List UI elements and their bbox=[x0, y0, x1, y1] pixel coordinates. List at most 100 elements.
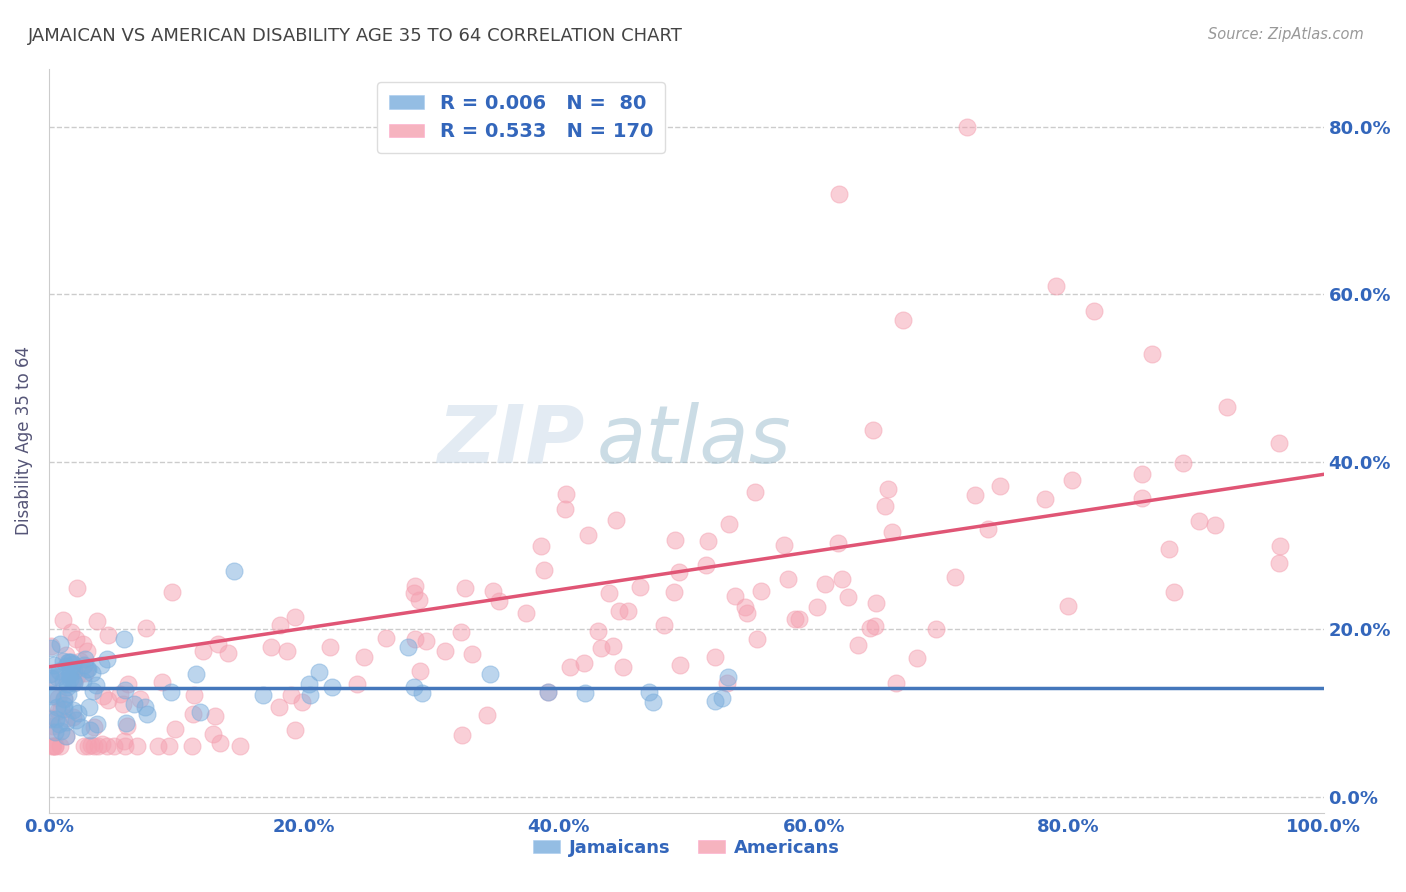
Point bbox=[111, 697, 134, 711]
Point bbox=[46, 705, 69, 719]
Point bbox=[114, 682, 136, 697]
Point bbox=[96, 652, 118, 666]
Point bbox=[703, 694, 725, 708]
Point bbox=[48, 717, 70, 731]
Point bbox=[58, 667, 80, 681]
Point bbox=[652, 618, 675, 632]
Point bbox=[515, 607, 537, 621]
Point bbox=[319, 640, 342, 654]
Point bbox=[488, 593, 510, 607]
Point bbox=[58, 656, 80, 670]
Point bbox=[79, 738, 101, 752]
Point bbox=[450, 728, 472, 742]
Point bbox=[482, 583, 505, 598]
Point bbox=[402, 680, 425, 694]
Point bbox=[588, 624, 610, 639]
Point bbox=[97, 693, 120, 707]
Point bbox=[42, 671, 65, 685]
Point bbox=[638, 685, 661, 699]
Point bbox=[695, 558, 717, 573]
Point bbox=[60, 663, 83, 677]
Point bbox=[396, 640, 419, 654]
Point bbox=[1268, 557, 1291, 571]
Point bbox=[117, 676, 139, 690]
Point bbox=[114, 715, 136, 730]
Point bbox=[404, 632, 426, 647]
Point bbox=[77, 662, 100, 676]
Point bbox=[1130, 491, 1153, 505]
Point bbox=[1268, 539, 1291, 553]
Point bbox=[267, 700, 290, 714]
Point bbox=[1267, 436, 1289, 450]
Point bbox=[62, 675, 84, 690]
Point bbox=[114, 739, 136, 754]
Point bbox=[831, 572, 853, 586]
Point bbox=[1060, 473, 1083, 487]
Point bbox=[125, 739, 148, 754]
Point bbox=[86, 716, 108, 731]
Point bbox=[837, 590, 859, 604]
Point bbox=[204, 709, 226, 723]
Point bbox=[668, 565, 690, 579]
Point bbox=[55, 677, 77, 691]
Point bbox=[55, 648, 77, 662]
Point bbox=[39, 711, 62, 725]
Point bbox=[284, 723, 307, 737]
Point bbox=[41, 723, 63, 738]
Point bbox=[87, 739, 110, 754]
Point bbox=[891, 312, 914, 326]
Point bbox=[84, 678, 107, 692]
Point bbox=[537, 685, 560, 699]
Point bbox=[276, 643, 298, 657]
Point bbox=[45, 712, 67, 726]
Point bbox=[83, 739, 105, 754]
Point bbox=[112, 734, 135, 748]
Point bbox=[72, 637, 94, 651]
Point bbox=[62, 710, 84, 724]
Point bbox=[49, 637, 72, 651]
Point bbox=[806, 600, 828, 615]
Point bbox=[717, 670, 740, 684]
Point bbox=[49, 724, 72, 739]
Point bbox=[905, 651, 928, 665]
Point bbox=[346, 676, 368, 690]
Point bbox=[114, 632, 136, 647]
Point bbox=[52, 613, 75, 627]
Point bbox=[965, 488, 987, 502]
Point bbox=[188, 705, 211, 719]
Point bbox=[217, 646, 239, 660]
Point bbox=[402, 586, 425, 600]
Point bbox=[827, 535, 849, 549]
Point bbox=[67, 706, 90, 720]
Point bbox=[65, 713, 87, 727]
Point bbox=[616, 604, 638, 618]
Point bbox=[44, 725, 66, 739]
Point bbox=[558, 660, 581, 674]
Point bbox=[814, 576, 837, 591]
Point bbox=[157, 739, 180, 754]
Point bbox=[778, 572, 800, 586]
Point bbox=[44, 739, 66, 754]
Point bbox=[353, 649, 375, 664]
Point bbox=[55, 658, 77, 673]
Point bbox=[90, 737, 112, 751]
Point bbox=[409, 665, 432, 679]
Point bbox=[79, 699, 101, 714]
Point bbox=[863, 619, 886, 633]
Point bbox=[862, 424, 884, 438]
Point bbox=[62, 673, 84, 688]
Point bbox=[1171, 456, 1194, 470]
Point bbox=[103, 739, 125, 754]
Point bbox=[415, 633, 437, 648]
Point bbox=[56, 711, 79, 725]
Point bbox=[865, 596, 887, 610]
Point bbox=[411, 686, 433, 700]
Point bbox=[229, 739, 252, 754]
Point bbox=[134, 699, 156, 714]
Point bbox=[669, 658, 692, 673]
Point bbox=[83, 720, 105, 734]
Point bbox=[56, 681, 79, 695]
Point bbox=[1216, 400, 1239, 414]
Point bbox=[882, 524, 904, 539]
Point bbox=[554, 502, 576, 516]
